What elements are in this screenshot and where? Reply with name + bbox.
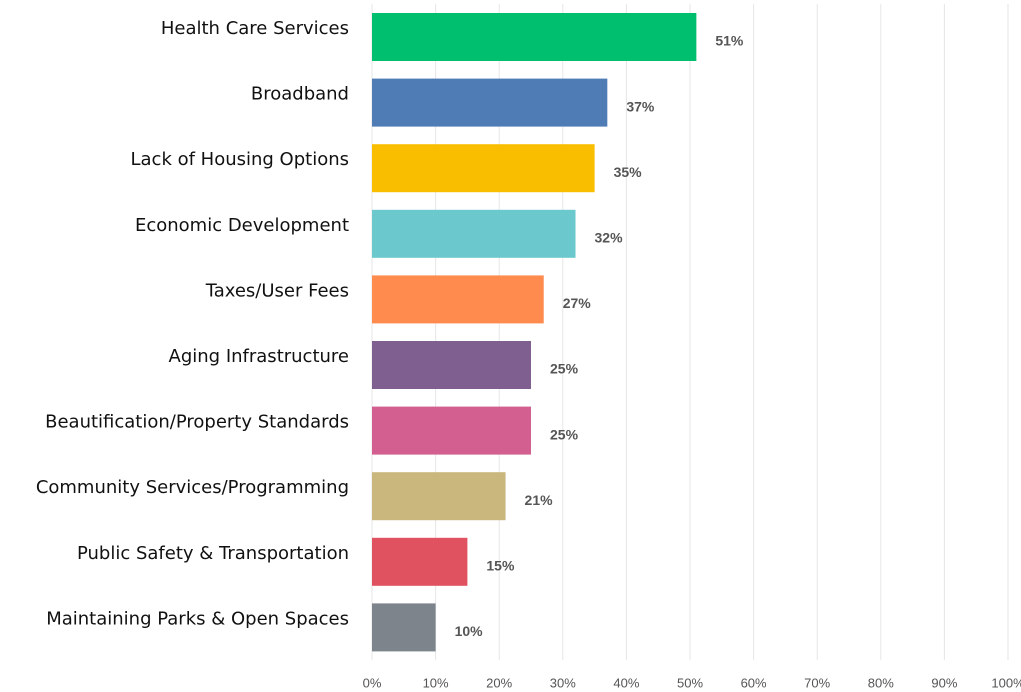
- bar: [372, 341, 531, 389]
- x-tick-label: 0%: [363, 675, 382, 690]
- bar: [372, 537, 468, 586]
- value-label: 27%: [563, 295, 592, 311]
- x-tick-label: 20%: [486, 675, 512, 690]
- category-label: Maintaining Parks & Open Spaces: [46, 608, 349, 629]
- category-label: Aging Infrastructure: [169, 346, 349, 367]
- value-label: 10%: [455, 623, 484, 639]
- bar: [372, 472, 506, 521]
- x-tick-label: 90%: [931, 675, 957, 690]
- x-tick-label: 100%: [991, 675, 1021, 690]
- bar: [372, 603, 436, 652]
- x-tick-label: 40%: [613, 675, 639, 690]
- x-tick-label: 30%: [550, 675, 576, 690]
- bar: [372, 78, 608, 127]
- value-label: 32%: [595, 230, 624, 246]
- category-label: Health Care Services: [161, 18, 349, 39]
- value-label: 37%: [626, 98, 655, 114]
- category-label: Beautification/Property Standards: [45, 412, 349, 433]
- x-tick-label: 10%: [423, 675, 449, 690]
- category-label: Community Services/Programming: [36, 477, 349, 498]
- value-label: 25%: [550, 426, 579, 442]
- bar: [372, 275, 544, 324]
- category-label: Lack of Housing Options: [130, 149, 349, 170]
- category-label: Broadband: [251, 84, 349, 105]
- bar: [372, 144, 595, 193]
- bar: [372, 13, 697, 61]
- value-label: 25%: [550, 361, 579, 377]
- x-tick-label: 80%: [868, 675, 894, 690]
- bar: [372, 406, 531, 455]
- category-label: Economic Development: [135, 215, 349, 236]
- value-label: 15%: [486, 558, 515, 574]
- value-label: 21%: [525, 492, 554, 508]
- x-tick-label: 60%: [741, 675, 767, 690]
- category-label: Taxes/User Fees: [205, 280, 349, 301]
- bar: [372, 209, 576, 258]
- value-label: 35%: [614, 164, 643, 180]
- x-tick-label: 50%: [677, 675, 703, 690]
- x-tick-label: 70%: [804, 675, 830, 690]
- value-label: 51%: [715, 33, 744, 49]
- category-label: Public Safety & Transportation: [77, 543, 349, 564]
